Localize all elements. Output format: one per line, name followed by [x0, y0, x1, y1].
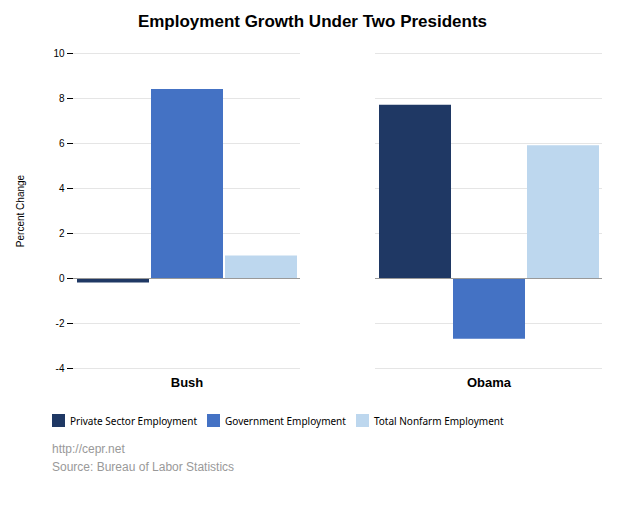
- svg-text:6: 6: [59, 138, 65, 149]
- svg-text:10: 10: [53, 48, 65, 59]
- html-text:Total Nonfarm Employment: Total Nonfarm Employment: [373, 413, 504, 428]
- html-text:http://cepr.net: http://cepr.net: [52, 442, 125, 456]
- svg-text:-2: -2: [56, 318, 65, 329]
- svg-text:-4: -4: [56, 363, 65, 374]
- svg-text:0: 0: [59, 273, 65, 284]
- svg-text:2: 2: [59, 228, 65, 239]
- html-text:Source: Bureau of Labor Statis: Source: Bureau of Labor Statistics: [52, 460, 235, 474]
- svg-text:4: 4: [59, 183, 65, 194]
- svg-text:Percent Change: Percent Change: [15, 174, 26, 247]
- html-text:Employment Growth Under Two Pr: Employment Growth Under Two Presidents: [137, 12, 488, 31]
- html-text:Government Employment: Government Employment: [225, 413, 346, 428]
- svg-text:Obama: Obama: [467, 375, 512, 390]
- html-text:Private Sector Employment: Private Sector Employment: [70, 413, 197, 428]
- svg-text:8: 8: [59, 93, 65, 104]
- svg-text:Bush: Bush: [171, 375, 204, 390]
